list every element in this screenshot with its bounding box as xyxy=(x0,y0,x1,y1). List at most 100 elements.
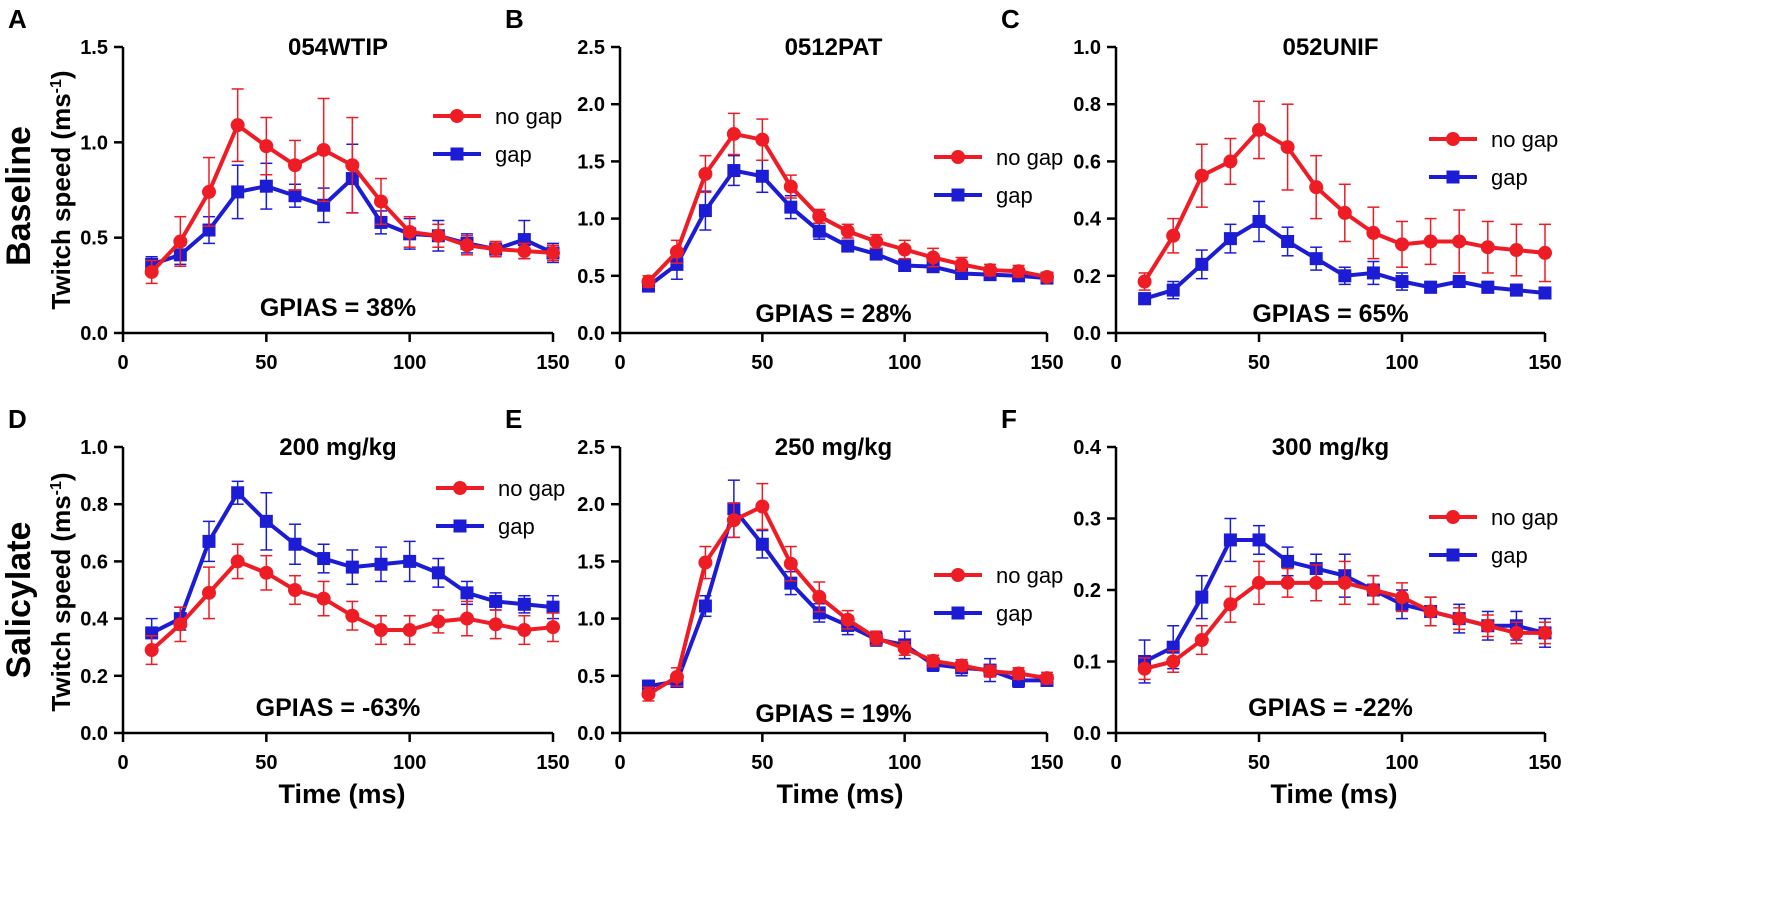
gpias-annotation: GPIAS = -22% xyxy=(1248,694,1413,722)
legend: no gap gap xyxy=(436,476,565,539)
data-point xyxy=(812,224,826,238)
series-gap xyxy=(1138,200,1552,306)
legend-label: no gap xyxy=(498,476,565,501)
data-point xyxy=(345,560,359,574)
data-point xyxy=(641,274,656,289)
panel-letter: F xyxy=(1001,404,1017,434)
data-point xyxy=(1366,225,1381,240)
data-point xyxy=(1395,237,1409,252)
data-point xyxy=(1538,286,1552,300)
data-point xyxy=(1452,234,1467,249)
data-point xyxy=(317,552,331,566)
y-tick-label: 0.0 xyxy=(577,323,605,345)
y-tick-label: 1.0 xyxy=(80,437,108,459)
data-point xyxy=(669,669,684,684)
legend-label: gap xyxy=(996,601,1033,626)
panel-a: A 054WTIP 0.0 0.5 1.0 1.5 0 50 100 150 no gap gap GP… xyxy=(8,4,570,374)
data-point xyxy=(231,486,245,500)
x-tick-label: 150 xyxy=(1528,352,1561,374)
data-point xyxy=(1194,633,1209,648)
data-point xyxy=(1480,240,1495,255)
data-point xyxy=(402,623,417,638)
data-point xyxy=(403,554,417,568)
data-point xyxy=(316,142,331,157)
data-point xyxy=(1011,666,1026,681)
data-point xyxy=(1137,274,1152,289)
data-point xyxy=(489,594,503,608)
data-point xyxy=(1423,604,1438,619)
data-point xyxy=(1252,533,1266,547)
data-point xyxy=(431,566,445,580)
data-point xyxy=(1281,554,1295,568)
data-point xyxy=(755,537,769,551)
data-point xyxy=(1480,618,1495,633)
panel-letter: C xyxy=(1001,4,1020,34)
legend-marker xyxy=(453,481,467,495)
data-point xyxy=(230,118,245,133)
data-point xyxy=(783,179,798,194)
data-point xyxy=(783,556,798,571)
data-point xyxy=(926,653,941,668)
data-point xyxy=(755,169,769,183)
data-point xyxy=(288,189,302,203)
gpias-annotation: GPIAS = 65% xyxy=(1252,300,1408,328)
data-point xyxy=(144,643,159,658)
y-tick-label: 1.0 xyxy=(1073,37,1101,59)
legend-marker xyxy=(1446,510,1460,524)
data-point xyxy=(1137,661,1152,676)
x-tick-label: 100 xyxy=(393,352,426,374)
data-point xyxy=(1166,283,1180,297)
data-point xyxy=(755,132,770,147)
legend-marker xyxy=(951,150,965,164)
x-tick-label: 150 xyxy=(1030,352,1063,374)
data-point xyxy=(345,608,360,623)
data-point xyxy=(669,244,684,259)
data-point xyxy=(641,687,656,702)
legend-marker xyxy=(450,147,464,161)
data-point xyxy=(1366,583,1381,597)
data-point xyxy=(1424,280,1438,294)
y-tick-label: 0.2 xyxy=(80,666,108,688)
data-point xyxy=(1040,671,1054,686)
data-point xyxy=(1223,154,1238,169)
data-point xyxy=(288,537,302,551)
data-point xyxy=(1309,252,1323,266)
y-tick-label: 1.0 xyxy=(577,609,605,631)
data-point xyxy=(698,204,712,218)
legend-label: no gap xyxy=(996,145,1063,170)
legend-label: no gap xyxy=(495,104,562,129)
data-point xyxy=(144,264,159,279)
y-tick-label: 0.4 xyxy=(1073,209,1102,231)
panel-title: 300 mg/kg xyxy=(1272,434,1389,461)
series-line xyxy=(648,506,1047,689)
panel-title: 200 mg/kg xyxy=(279,434,396,461)
y-tick-label: 0.5 xyxy=(577,666,605,688)
legend-marker xyxy=(951,606,965,620)
x-tick-label: 0 xyxy=(1110,752,1121,774)
data-point xyxy=(230,554,245,569)
data-point xyxy=(517,244,532,259)
x-axis-label-d: Time (ms) xyxy=(278,779,405,809)
y-tick-label: 2.5 xyxy=(577,437,605,459)
panel-d: D 200 mg/kg 0.0 0.2 0.4 0.6 0.8 1.0 0 50 100 150 no … xyxy=(8,404,570,774)
data-point xyxy=(1337,575,1352,590)
gpias-annotation: GPIAS = 38% xyxy=(260,294,416,322)
data-point xyxy=(1452,611,1467,626)
data-point xyxy=(402,224,417,239)
y-tick-label: 0.8 xyxy=(1073,94,1101,116)
x-tick-label: 50 xyxy=(751,352,773,374)
y-tick-label: 0.0 xyxy=(577,723,605,745)
legend-label: gap xyxy=(498,514,535,539)
x-tick-label: 50 xyxy=(1248,752,1270,774)
data-point xyxy=(954,257,969,272)
y-tick-label: 0.0 xyxy=(1073,323,1101,345)
data-point xyxy=(1395,590,1409,605)
gpias-annotation: GPIAS = 28% xyxy=(755,300,911,328)
data-point xyxy=(1040,269,1054,284)
data-point xyxy=(259,139,274,154)
x-tick-label: 100 xyxy=(888,752,921,774)
panel-letter: E xyxy=(505,404,522,434)
x-tick-label: 100 xyxy=(1385,352,1418,374)
data-point xyxy=(983,263,998,278)
data-point xyxy=(460,611,474,626)
